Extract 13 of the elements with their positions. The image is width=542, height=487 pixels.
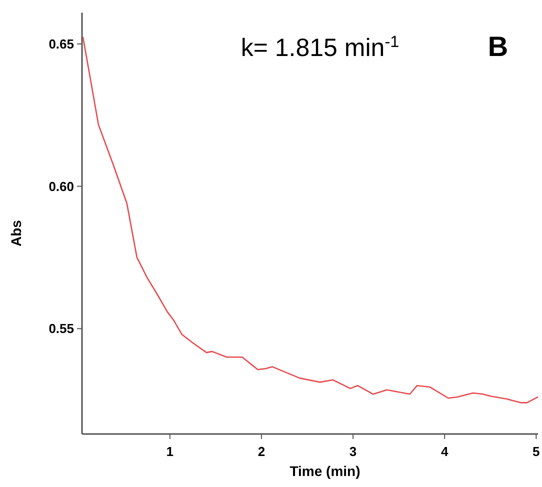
x-tick-label: 5 <box>532 444 540 459</box>
x-tick-label: 2 <box>258 444 266 459</box>
x-tick-label: 3 <box>349 444 357 459</box>
line-series <box>82 36 539 404</box>
x-tick-label: 4 <box>440 444 449 459</box>
annotation: k= 1.815 min$^{-1}$ <box>240 33 400 62</box>
y-tick-label: 0.55 <box>48 321 74 336</box>
x-axis-title: Time (min) <box>290 463 360 479</box>
x-tick-label: 1 <box>166 444 174 459</box>
y-axis-title: Abs <box>8 220 24 247</box>
y-tick-label: 0.60 <box>48 178 74 194</box>
annotation: B <box>488 31 508 62</box>
y-tick-label: 0.65 <box>48 36 74 52</box>
